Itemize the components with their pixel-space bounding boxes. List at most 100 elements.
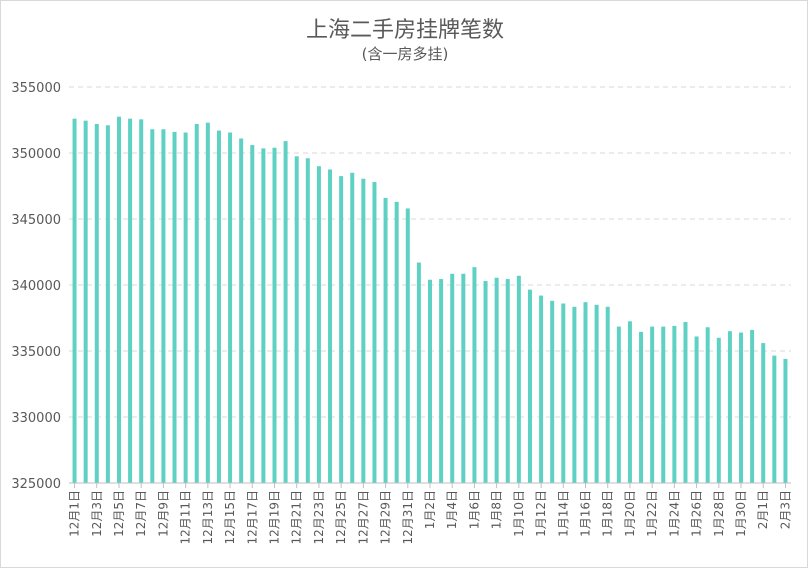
- bar: [339, 176, 344, 483]
- x-tick-label: 2月1日: [756, 490, 770, 529]
- x-tick-label: 1月2日: [423, 490, 437, 529]
- bar: [483, 281, 488, 483]
- x-tick-label: 12月5日: [112, 490, 126, 537]
- x-tick-label: 1月26日: [690, 490, 704, 537]
- y-tick-label: 325000: [11, 477, 61, 492]
- bar: [572, 306, 577, 483]
- x-tick-label: 1月6日: [467, 490, 481, 529]
- bar: [139, 119, 144, 483]
- x-tick-label: 12月21日: [290, 490, 304, 545]
- bar: [216, 130, 221, 483]
- x-tick-label: 12月27日: [356, 490, 370, 545]
- bar: [261, 148, 266, 483]
- x-tick-label: 12月7日: [134, 490, 148, 537]
- x-tick-label: 12月11日: [179, 490, 193, 545]
- bar: [527, 289, 532, 483]
- bar: [283, 141, 288, 483]
- bar: [639, 331, 644, 483]
- bar: [772, 355, 777, 483]
- chart-title: 上海二手房挂牌笔数: [306, 18, 504, 43]
- bar: [705, 327, 710, 483]
- bar: [494, 277, 499, 483]
- x-tick-label: 1月14日: [556, 490, 570, 537]
- bar: [661, 326, 666, 483]
- bar: [294, 156, 299, 484]
- bar: [183, 132, 188, 484]
- bar: [228, 132, 233, 484]
- bar: [150, 129, 155, 484]
- bar: [461, 273, 466, 483]
- bar: [383, 197, 388, 483]
- y-tick-label: 340000: [11, 279, 61, 294]
- bar: [250, 145, 255, 483]
- bar: [594, 304, 599, 483]
- bar: [539, 295, 544, 483]
- bar: [405, 208, 410, 483]
- y-tick-label: 330000: [11, 411, 61, 426]
- x-tick-label: 12月25日: [334, 490, 348, 545]
- x-tick-label: 1月24日: [667, 490, 681, 537]
- y-tick-label: 355000: [11, 81, 61, 96]
- bar: [505, 279, 510, 483]
- y-axis-ticks: 325000 330000 335000 340000 345000 350000 3550…: [11, 81, 61, 492]
- y-tick-label: 345000: [11, 213, 61, 228]
- x-tick-label: 1月16日: [579, 490, 593, 537]
- bar: [616, 326, 621, 483]
- bar: [416, 262, 421, 483]
- bar: [394, 201, 399, 483]
- bar: [83, 120, 88, 483]
- bars: [72, 116, 788, 484]
- bar: [161, 129, 166, 484]
- bar: [716, 337, 721, 483]
- bar: [783, 358, 788, 483]
- x-tick-label: 1月18日: [601, 490, 615, 537]
- chart-subtitle: (含一房多挂): [362, 45, 449, 63]
- bar: [116, 116, 121, 483]
- bar: [205, 122, 210, 483]
- bar: [194, 123, 199, 484]
- x-tick-label: 1月22日: [645, 490, 659, 537]
- x-tick-label: 1月10日: [512, 490, 526, 537]
- bar: [694, 336, 699, 483]
- x-tick-label: 2月3日: [778, 490, 792, 529]
- bar: [672, 325, 677, 483]
- bar: [583, 302, 588, 483]
- bar: [439, 279, 444, 483]
- bar: [272, 147, 277, 483]
- bar: [650, 326, 655, 483]
- x-tick-label: 1月28日: [712, 490, 726, 537]
- bar: [172, 131, 177, 483]
- bar: [372, 182, 377, 484]
- bar: [328, 169, 333, 483]
- bar: [739, 332, 744, 483]
- y-tick-label: 335000: [11, 345, 61, 360]
- x-tick-label: 12月31日: [401, 490, 415, 545]
- bar: [94, 123, 99, 484]
- x-tick-label: 12月9日: [156, 490, 170, 537]
- bar: [683, 321, 688, 483]
- y-tick-label: 350000: [11, 147, 61, 162]
- x-tick-label: 12月19日: [267, 490, 281, 545]
- bar: [350, 172, 355, 484]
- bar: [550, 300, 555, 483]
- bar: [750, 329, 755, 483]
- x-tick-label: 12月13日: [201, 490, 215, 545]
- x-tick-label: 1月12日: [534, 490, 548, 537]
- bar: [727, 331, 732, 483]
- bar: [316, 166, 321, 483]
- x-tick-label: 1月8日: [490, 490, 504, 529]
- bar: [72, 118, 77, 484]
- x-tick-label: 12月17日: [245, 490, 259, 545]
- bar: [428, 279, 432, 483]
- bar: [450, 273, 455, 483]
- bar: [472, 267, 477, 483]
- x-tick-label: 12月29日: [379, 490, 393, 545]
- x-tick-label: 1月30日: [734, 490, 748, 537]
- bar: [516, 275, 521, 483]
- x-tick-label: 12月23日: [312, 490, 326, 545]
- x-tick-label: 1月4日: [445, 490, 459, 529]
- bar: [305, 158, 310, 483]
- x-tick-label: 1月20日: [623, 490, 637, 537]
